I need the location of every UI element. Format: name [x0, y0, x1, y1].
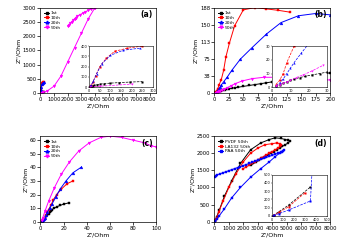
X-axis label: Z'/Ohm: Z'/Ohm	[87, 104, 110, 109]
Text: (a): (a)	[141, 10, 153, 19]
Text: (c): (c)	[141, 139, 153, 148]
Text: (b): (b)	[314, 10, 327, 19]
Y-axis label: Z''/Ohm: Z''/Ohm	[194, 38, 198, 63]
Legend: 1st, 10th, 20th, 50th: 1st, 10th, 20th, 50th	[217, 10, 236, 31]
Y-axis label: Z''/Ohm: Z''/Ohm	[190, 166, 195, 192]
X-axis label: Z'/Ohm: Z'/Ohm	[87, 232, 110, 237]
X-axis label: Z'/Ohm: Z'/Ohm	[261, 104, 284, 109]
Y-axis label: Z''/Ohm: Z''/Ohm	[23, 166, 28, 192]
Legend: 1st, 10th, 20th, 50th: 1st, 10th, 20th, 50th	[43, 138, 62, 160]
Y-axis label: Z''/Ohm: Z''/Ohm	[17, 38, 21, 63]
Text: (d): (d)	[314, 139, 327, 148]
X-axis label: Z'/Ohm: Z'/Ohm	[261, 232, 284, 237]
Legend: 1st, 10th, 20th, 50th: 1st, 10th, 20th, 50th	[43, 10, 62, 31]
Legend: PVDF 50th, LA132 50th, PAA 50th: PVDF 50th, LA132 50th, PAA 50th	[217, 138, 251, 155]
